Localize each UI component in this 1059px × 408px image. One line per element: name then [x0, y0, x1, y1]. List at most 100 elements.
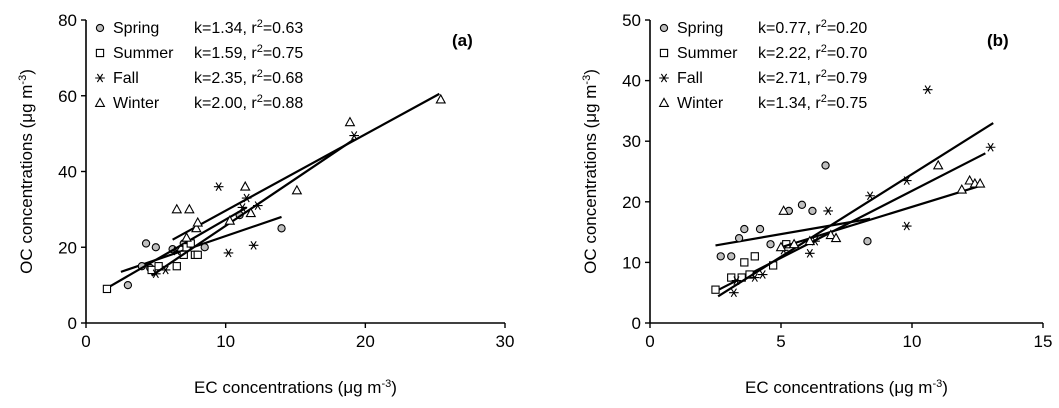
- panel-a-series-fall-point-shape: [248, 240, 259, 250]
- panel-b-series-fall-point: [757, 270, 768, 279]
- panel-b-series-summer: Summer k=2.22, r2=0.70: [659, 43, 986, 294]
- panel-a-series-fall-point: [213, 182, 224, 192]
- panel-b-series-winter-point-shape: [974, 177, 986, 188]
- panel-b-series-summer-point: [711, 285, 720, 294]
- panel-a-series-summer-point: [147, 265, 156, 275]
- panel-b-series-winter-fit-line: [780, 185, 978, 249]
- panel-b-series-winter-point: [775, 241, 787, 252]
- panel-a-series-summer-fit-line: [105, 206, 248, 290]
- panel-b-series-winter-legend-name: Winter: [677, 95, 724, 112]
- panel-a-series-fall-fit-line: [151, 138, 355, 277]
- panel-a-y-tick-label: 80: [58, 11, 77, 30]
- panel-b-label: (b): [987, 31, 1009, 50]
- panel-b-series-fall-point-shape: [805, 248, 815, 258]
- panel-b-series-spring-point-shape: [863, 237, 872, 246]
- panel-b-series-winter-point: [830, 232, 842, 243]
- panel-a-series-spring-legend-fit: k=1.34, r2=0.63: [194, 18, 303, 37]
- panel-a-series-winter-point: [239, 180, 251, 191]
- panel-b-series-winter-point-shape: [956, 183, 968, 194]
- panel-b-series-spring-point: [797, 200, 807, 209]
- panel-a-series-fall-point-shape: [160, 265, 171, 275]
- panel-a-series-winter-point: [181, 232, 192, 242]
- panel-b-series-spring-point: [727, 252, 736, 261]
- panel-b-series-summer-legend-name: Summer: [677, 45, 738, 62]
- panel-a-series-winter-point: [291, 184, 303, 195]
- panel-a-series-spring-point: [141, 239, 151, 248]
- panel-b-series-spring-point-shape: [734, 234, 744, 243]
- panel-a-series-summer: Summer k=1.59, r2=0.75: [95, 43, 303, 294]
- panel-b-series-fall-point: [865, 191, 875, 201]
- panel-a-series-spring-point: [123, 280, 133, 290]
- panel-b-series-winter-point-shape: [825, 229, 837, 240]
- panel-a-series-summer-legend-marker-shape: [95, 48, 105, 58]
- panel-a-series-spring-point-shape: [141, 239, 151, 248]
- panel-b-series-fall-point-shape: [985, 142, 996, 152]
- panel-b-series-winter-point-shape: [778, 205, 789, 215]
- panel-a-y-tick-label: 0: [68, 314, 77, 333]
- panel-b-series-summer-legend-fit: k=2.22, r2=0.70: [758, 43, 867, 62]
- panel-b-series-fall-point: [901, 221, 912, 231]
- panel-a-series-winter-point-shape: [192, 216, 204, 227]
- panel-a-series-spring-point-shape: [200, 243, 209, 252]
- panel-b-series-winter-point-shape: [788, 238, 800, 249]
- panel-b-series-summer-point: [750, 252, 759, 261]
- panel-a-series-winter-point-shape: [224, 214, 236, 225]
- panel-a-series-winter-point-shape: [344, 116, 356, 127]
- panel-b-y-tick-label: 0: [632, 314, 641, 333]
- panel-b-series-winter-point: [974, 177, 986, 188]
- panel-b-series-winter-point: [956, 183, 968, 194]
- panel-b-series-spring: Spring k=0.77, r2=0.20: [659, 18, 872, 261]
- panel-a-series-summer-point-shape: [147, 265, 156, 275]
- panel-a-series-summer-legend-name: Summer: [113, 45, 174, 62]
- panel-b-series-spring-point: [734, 234, 744, 243]
- panel-b-series-spring-legend-marker: [659, 23, 669, 33]
- panel-a-x-tick-label: 20: [356, 332, 375, 351]
- panel-b-series-summer-point: [740, 258, 749, 267]
- panel-b-x-tick-label: 0: [645, 332, 654, 351]
- panel-b-series-winter-point: [804, 235, 816, 246]
- panel-b-series-winter-point: [788, 238, 800, 249]
- panel-b-series-winter-point-shape: [964, 174, 975, 185]
- panel-b-series-winter: Winter k=1.34, r2=0.75: [658, 93, 986, 252]
- panel-b-series-spring-legend-name: Spring: [677, 20, 723, 37]
- panel-a-series-winter-point: [191, 222, 202, 233]
- panel-a-series-winter-legend-fit: k=2.00, r2=0.88: [194, 93, 303, 112]
- panel-a-series-spring-legend-marker: [95, 23, 105, 33]
- panel-a-label: (a): [452, 31, 473, 50]
- panel-b-series-spring-point-shape: [821, 161, 830, 170]
- panel-a-series-winter-point: [184, 203, 195, 214]
- panel-a-series-spring-point: [277, 224, 286, 233]
- panel-b-series-fall-point-shape: [901, 176, 912, 185]
- panel-b-series-fall-point-shape: [823, 206, 833, 216]
- panel-a-series-fall-point-shape: [151, 269, 161, 279]
- panel-a-series-winter-point: [344, 116, 356, 127]
- panel-a-series-winter-point-shape: [191, 222, 202, 233]
- panel-a-series-summer-legend-fit: k=1.59, r2=0.75: [194, 43, 303, 62]
- panel-a-y-tick-label: 20: [58, 238, 77, 257]
- panel-a-series-summer-point: [102, 284, 112, 294]
- panel-b-series-fall-legend-name: Fall: [677, 70, 703, 87]
- panel-b-x-tick-label: 10: [903, 332, 922, 351]
- panel-b-series-fall-legend-marker: [659, 73, 669, 83]
- panel-b-series-fall-point-shape: [922, 85, 933, 95]
- panel-b-series-winter-point-shape: [932, 159, 944, 170]
- panel-a-series-winter-legend-marker-shape: [94, 97, 106, 107]
- panel-b-series-summer-fit-line: [712, 152, 986, 294]
- panel-b-series-winter-legend-marker-shape: [658, 97, 670, 107]
- panel-a-series-fall-legend-marker-shape: [95, 73, 105, 83]
- panel-b-series-summer-legend-marker: [659, 48, 669, 58]
- panel-a-series-spring-point-shape: [277, 224, 286, 233]
- panel-b-series-fall-point: [750, 273, 760, 282]
- panel-b-series-spring-point: [716, 252, 725, 261]
- panel-b-series-spring-point: [740, 224, 749, 234]
- panel-b-series-fall-legend-fit: k=2.71, r2=0.79: [758, 68, 867, 87]
- panel-b-series-winter-point-shape: [804, 235, 816, 246]
- panel-b-series-fall-point: [901, 176, 912, 185]
- panel-a-series-summer-point-shape: [193, 250, 202, 259]
- panel-b-y-tick-label: 50: [622, 11, 641, 30]
- panel-b-series-spring-legend-marker-shape: [659, 23, 669, 33]
- panel-a-series-summer-point: [172, 262, 181, 271]
- panel-b-y-axis-label: OC concentrations (μg m-3): [581, 69, 600, 274]
- panel-a-series-fall-point: [248, 240, 259, 250]
